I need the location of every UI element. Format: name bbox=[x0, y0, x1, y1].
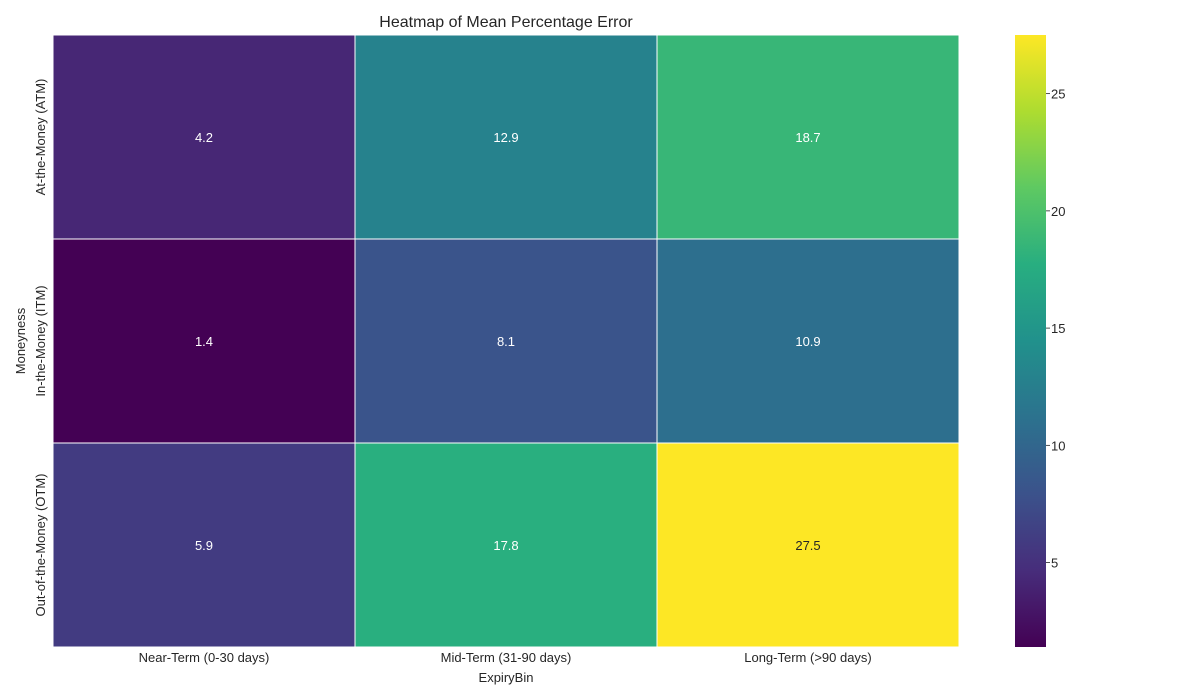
heatmap-cell bbox=[52, 442, 356, 648]
heatmap-cell bbox=[52, 34, 356, 240]
heatmap-cell bbox=[354, 442, 658, 648]
cell-value-label: 8.1 bbox=[497, 334, 515, 349]
cell-value-label: 1.4 bbox=[195, 334, 213, 349]
cell-value-label: 17.8 bbox=[493, 538, 518, 553]
colorbar bbox=[1015, 35, 1046, 647]
heatmap-cell bbox=[656, 34, 960, 240]
cell-value-label: 18.7 bbox=[795, 130, 820, 145]
colorbar-ticks: 5 10 15 20 25 bbox=[1046, 87, 1065, 571]
heatmap-cell bbox=[656, 238, 960, 444]
heatmap-cell bbox=[52, 238, 356, 444]
x-tick-labels: Near-Term (0-30 days) Mid-Term (31-90 day… bbox=[139, 650, 872, 665]
cell-value-label: 4.2 bbox=[195, 130, 213, 145]
y-tick-labels: At-the-Money (ATM) In-the-Money (ITM) Out-… bbox=[33, 79, 48, 617]
colorbar-tick-label: 15 bbox=[1051, 321, 1065, 336]
colorbar-tick-label: 5 bbox=[1051, 556, 1058, 571]
heatmap-cell bbox=[354, 238, 658, 444]
chart-title: Heatmap of Mean Percentage Error bbox=[379, 14, 633, 31]
y-tick-label: Out-of-the-Money (OTM) bbox=[33, 473, 48, 616]
colorbar-tick-label: 25 bbox=[1051, 87, 1065, 102]
cell-value-label: 5.9 bbox=[195, 538, 213, 553]
colorbar-tick-label: 10 bbox=[1051, 438, 1065, 453]
heatmap-cells: 4.2 12.9 18.7 1.4 8.1 10.9 5.9 17.8 27.5 bbox=[52, 34, 960, 648]
cell-value-label: 10.9 bbox=[795, 334, 820, 349]
x-tick-label: Long-Term (>90 days) bbox=[744, 650, 872, 665]
heatmap-cell bbox=[656, 442, 960, 648]
x-axis-label: ExpiryBin bbox=[479, 670, 534, 685]
cell-value-label: 27.5 bbox=[795, 538, 820, 553]
y-tick-label: In-the-Money (ITM) bbox=[33, 285, 48, 396]
x-tick-label: Mid-Term (31-90 days) bbox=[441, 650, 572, 665]
x-tick-label: Near-Term (0-30 days) bbox=[139, 650, 270, 665]
colorbar-tick-label: 20 bbox=[1051, 204, 1065, 219]
y-tick-label: At-the-Money (ATM) bbox=[33, 79, 48, 196]
y-axis-label: Moneyness bbox=[13, 307, 28, 374]
heatmap-cell bbox=[354, 34, 658, 240]
cell-value-label: 12.9 bbox=[493, 130, 518, 145]
